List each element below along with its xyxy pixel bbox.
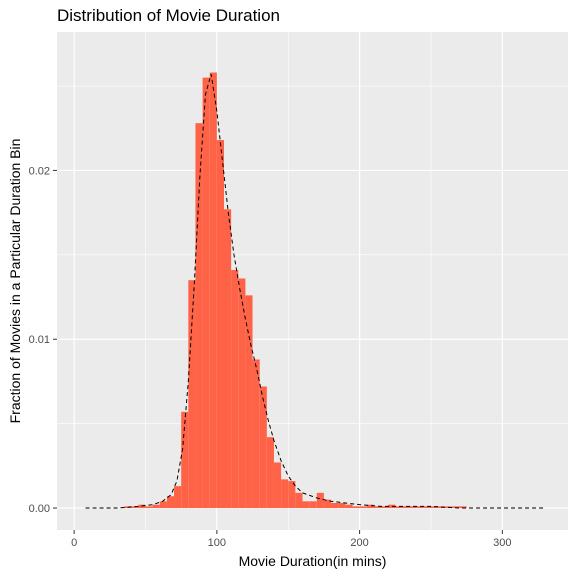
density-curve [85, 74, 546, 509]
histogram-bar [245, 295, 253, 509]
histogram-bar [273, 462, 282, 509]
x-tick-label: 0 [71, 537, 77, 549]
histogram-bar [395, 506, 403, 509]
histogram-bar [238, 278, 246, 509]
x-axis-ticks: 0 100 200 300 [71, 530, 512, 549]
histogram-bar [224, 209, 232, 509]
histogram-bar [188, 280, 196, 509]
major-gridlines [57, 32, 568, 530]
histogram-bar [359, 506, 367, 509]
histogram-bar [345, 504, 353, 509]
histogram-bar [231, 270, 239, 509]
histogram-bar [216, 140, 225, 509]
histogram-bar [459, 506, 467, 509]
y-tick-label: 0.01 [29, 334, 50, 346]
histogram-bar [366, 504, 374, 509]
y-tick-label: 0.00 [29, 503, 50, 515]
x-tick-label: 300 [493, 537, 511, 549]
minor-gridlines [57, 32, 568, 530]
histogram-bar [202, 77, 210, 509]
histogram-bar [316, 492, 324, 509]
histogram-bar [373, 506, 382, 509]
histogram-bar [416, 506, 424, 509]
histogram-bar [323, 499, 332, 509]
histogram-bar [381, 506, 389, 509]
histogram-bar [331, 502, 339, 509]
histogram-bar [388, 504, 396, 509]
histogram-bar [174, 486, 182, 509]
histogram-bar [309, 501, 317, 509]
histogram-bar [195, 123, 203, 509]
histogram-bar [430, 506, 439, 509]
histogram-bars [124, 72, 467, 509]
histogram-bar [352, 506, 360, 509]
x-tick-label: 100 [208, 537, 226, 549]
histogram-bar [209, 72, 217, 509]
histogram-bar [302, 501, 310, 509]
x-axis-title: Movie Duration(in mins) [239, 553, 387, 569]
histogram-bar [152, 504, 160, 509]
histogram-bar [145, 506, 153, 509]
histogram-bar [295, 492, 303, 509]
histogram-bar [402, 506, 410, 509]
y-axis-title: Fraction of Movies in a Particular Durat… [7, 139, 23, 424]
histogram-bar [131, 506, 139, 509]
x-tick-label: 200 [350, 537, 368, 549]
histogram-bar [166, 496, 175, 509]
histogram-bar [423, 506, 431, 509]
histogram-bar [338, 502, 346, 509]
histogram-bar [409, 506, 417, 509]
histogram-bar [266, 437, 274, 509]
histogram-bar [452, 506, 460, 509]
chart-title: Distribution of Movie Duration [57, 6, 280, 25]
histogram-bar [288, 481, 296, 509]
histogram-bar [181, 411, 189, 509]
histogram-bar [252, 359, 260, 509]
histogram-bar [159, 501, 167, 509]
histogram-bar [259, 386, 267, 509]
plot-panel [57, 32, 568, 530]
y-axis-ticks: 0.00 0.01 0.02 [29, 165, 57, 515]
y-tick-label: 0.02 [29, 165, 50, 177]
histogram-bar [281, 479, 289, 509]
